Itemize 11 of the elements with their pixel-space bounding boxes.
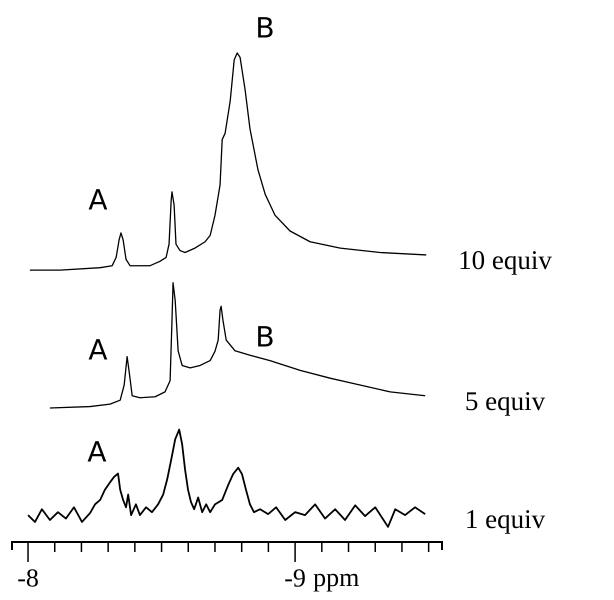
annotation: A <box>88 184 108 216</box>
series-label: 1 equiv <box>464 504 546 534</box>
annotation: A <box>88 334 108 366</box>
x-tick-label: -8 <box>17 563 39 592</box>
x-axis-title: ppm <box>313 563 360 592</box>
series-label: 10 equiv <box>458 244 552 275</box>
annotation: B <box>255 320 275 354</box>
x-tick-label: -9 <box>284 563 306 592</box>
text: B <box>255 12 275 44</box>
annotation: A <box>87 436 107 468</box>
series-label: 5 equiv <box>464 386 546 416</box>
